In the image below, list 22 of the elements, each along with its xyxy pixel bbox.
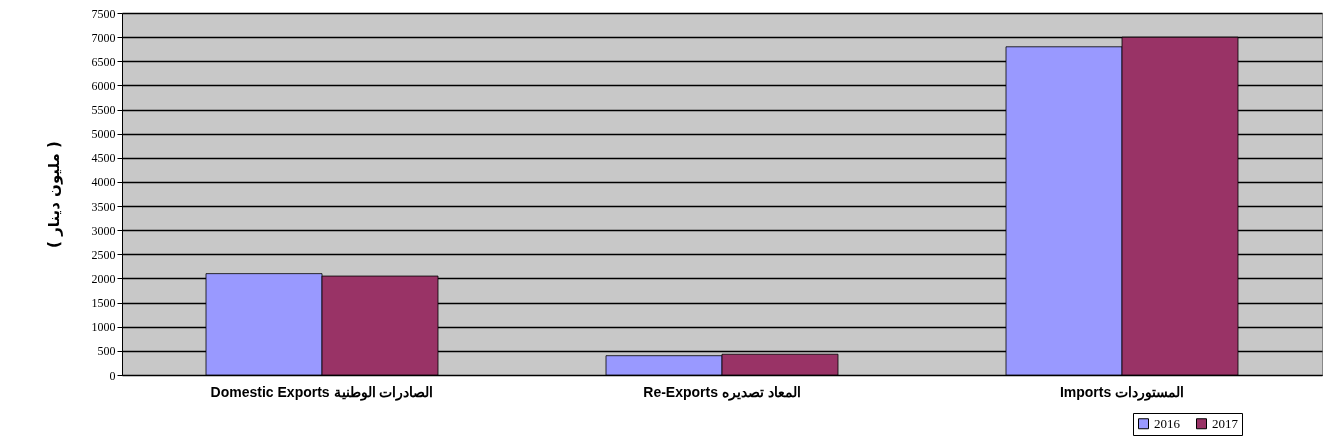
x-tick-label: Imports المستوردات xyxy=(1059,383,1185,401)
y-tick-label: 7000 xyxy=(91,30,116,45)
y-tick-label: 2000 xyxy=(91,271,116,286)
y-tick-label: 1000 xyxy=(91,320,116,335)
y-tick-label: 4500 xyxy=(91,151,116,166)
y-tick-label: 1500 xyxy=(91,296,116,311)
y-tick-label: 5000 xyxy=(91,127,116,142)
y-tick-label: 7500 xyxy=(91,6,116,21)
y-tick-label: 6500 xyxy=(91,54,116,69)
y-tick-label: 0 xyxy=(109,368,116,383)
y-tick-label: 3500 xyxy=(91,199,116,214)
y-tick-label: 6000 xyxy=(91,78,116,93)
legend-label: 2017 xyxy=(1212,415,1239,431)
y-tick-label: 500 xyxy=(97,344,116,359)
y-tick-label: 5500 xyxy=(91,103,116,118)
y-axis-title: ( مليون دينار ) xyxy=(44,141,63,248)
y-tick-label: 3000 xyxy=(91,223,116,238)
legend-label: 2016 xyxy=(1154,415,1181,431)
y-tick-label: 2500 xyxy=(91,247,116,262)
x-tick-label: Domestic Exports الصادرات الوطنية xyxy=(210,383,434,401)
y-tick-label: 4000 xyxy=(91,175,116,190)
x-tick-label: Re-Exports المعاد تصديره xyxy=(643,383,801,401)
